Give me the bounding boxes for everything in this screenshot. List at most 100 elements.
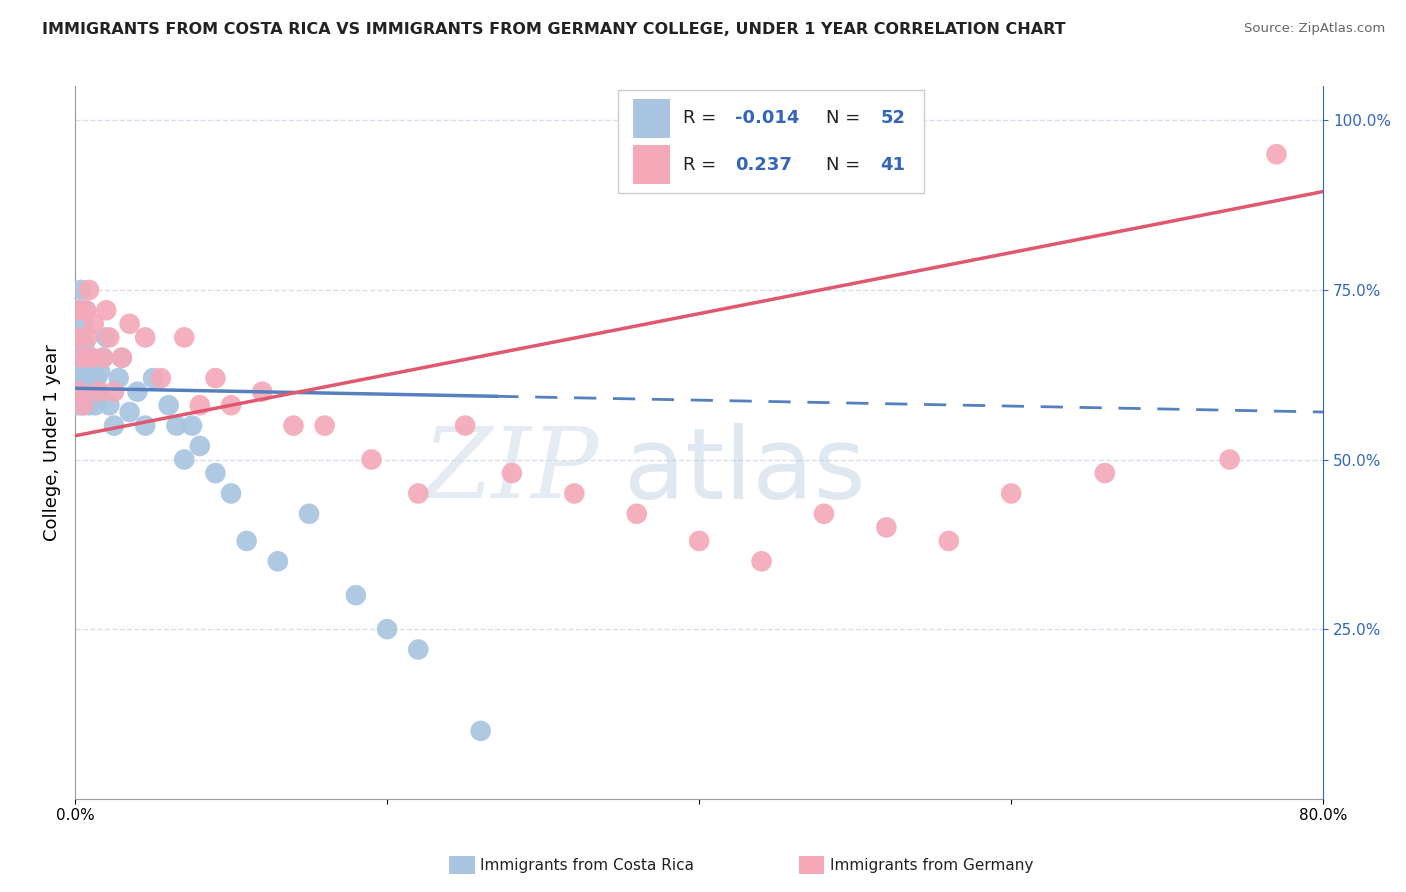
Point	[67, 398, 90, 412]
Point	[70, 371, 93, 385]
Text: Source: ZipAtlas.com: Source: ZipAtlas.com	[1244, 22, 1385, 36]
Point	[67, 303, 90, 318]
Text: Immigrants from Germany: Immigrants from Germany	[830, 858, 1033, 872]
Text: N =: N =	[827, 110, 866, 128]
Point	[149, 371, 172, 385]
Point	[75, 303, 97, 318]
Point	[219, 486, 242, 500]
Point	[67, 351, 90, 365]
Point	[72, 398, 94, 412]
Point	[375, 622, 398, 636]
Point	[103, 384, 125, 399]
Point	[181, 418, 204, 433]
Point	[204, 371, 226, 385]
Point	[235, 533, 257, 548]
Point	[75, 377, 97, 392]
Point	[65, 330, 87, 344]
Point	[89, 364, 111, 378]
Point	[72, 317, 94, 331]
Point	[84, 398, 107, 412]
Point	[813, 507, 835, 521]
Point	[134, 418, 156, 433]
Point	[501, 466, 523, 480]
Text: ZIP: ZIP	[423, 424, 599, 519]
Point	[86, 371, 108, 385]
Point	[79, 371, 101, 385]
Point	[103, 418, 125, 433]
Point	[83, 317, 105, 331]
Point	[938, 533, 960, 548]
Point	[69, 384, 91, 399]
Text: 52: 52	[880, 110, 905, 128]
Point	[360, 452, 382, 467]
Point	[82, 351, 104, 365]
Point	[562, 486, 585, 500]
Y-axis label: College, Under 1 year: College, Under 1 year	[44, 344, 60, 541]
Point	[70, 283, 93, 297]
Point	[67, 303, 90, 318]
Point	[87, 384, 110, 399]
Point	[72, 358, 94, 372]
Point	[406, 486, 429, 500]
Point	[87, 384, 110, 399]
Text: atlas: atlas	[624, 423, 866, 519]
Point	[98, 330, 121, 344]
Point	[134, 330, 156, 344]
FancyBboxPatch shape	[633, 145, 671, 185]
Point	[69, 330, 91, 344]
Point	[219, 398, 242, 412]
Text: Immigrants from Costa Rica: Immigrants from Costa Rica	[481, 858, 695, 872]
Point	[626, 507, 648, 521]
Point	[91, 351, 114, 365]
Text: 0.237: 0.237	[735, 156, 792, 174]
Point	[65, 384, 87, 399]
Point	[173, 452, 195, 467]
FancyBboxPatch shape	[633, 99, 671, 138]
Point	[314, 418, 336, 433]
Point	[75, 303, 97, 318]
Text: R =: R =	[683, 156, 728, 174]
Text: -0.014: -0.014	[735, 110, 800, 128]
Point	[188, 398, 211, 412]
Point	[751, 554, 773, 568]
Point	[73, 364, 96, 378]
Point	[70, 351, 93, 365]
Text: R =: R =	[683, 110, 721, 128]
Point	[77, 283, 100, 297]
Point	[111, 351, 134, 365]
Point	[73, 337, 96, 351]
Point	[76, 351, 98, 365]
Point	[157, 398, 180, 412]
Point	[69, 377, 91, 392]
Point	[96, 330, 118, 344]
Point	[454, 418, 477, 433]
Point	[1219, 452, 1241, 467]
Point	[204, 466, 226, 480]
Point	[1094, 466, 1116, 480]
Point	[118, 405, 141, 419]
Point	[406, 642, 429, 657]
Point	[79, 351, 101, 365]
Point	[344, 588, 367, 602]
Point	[107, 371, 129, 385]
Point	[127, 384, 149, 399]
Point	[96, 303, 118, 318]
Point	[252, 384, 274, 399]
Point	[91, 351, 114, 365]
Point	[267, 554, 290, 568]
Point	[111, 351, 134, 365]
Point	[98, 398, 121, 412]
Point	[142, 371, 165, 385]
Point	[188, 439, 211, 453]
Point	[688, 533, 710, 548]
Point	[118, 317, 141, 331]
Point	[76, 330, 98, 344]
Point	[470, 723, 492, 738]
Text: N =: N =	[827, 156, 866, 174]
Point	[77, 398, 100, 412]
Point	[173, 330, 195, 344]
Text: IMMIGRANTS FROM COSTA RICA VS IMMIGRANTS FROM GERMANY COLLEGE, UNDER 1 YEAR CORR: IMMIGRANTS FROM COSTA RICA VS IMMIGRANTS…	[42, 22, 1066, 37]
Point	[76, 384, 98, 399]
Point	[283, 418, 305, 433]
Point	[72, 398, 94, 412]
